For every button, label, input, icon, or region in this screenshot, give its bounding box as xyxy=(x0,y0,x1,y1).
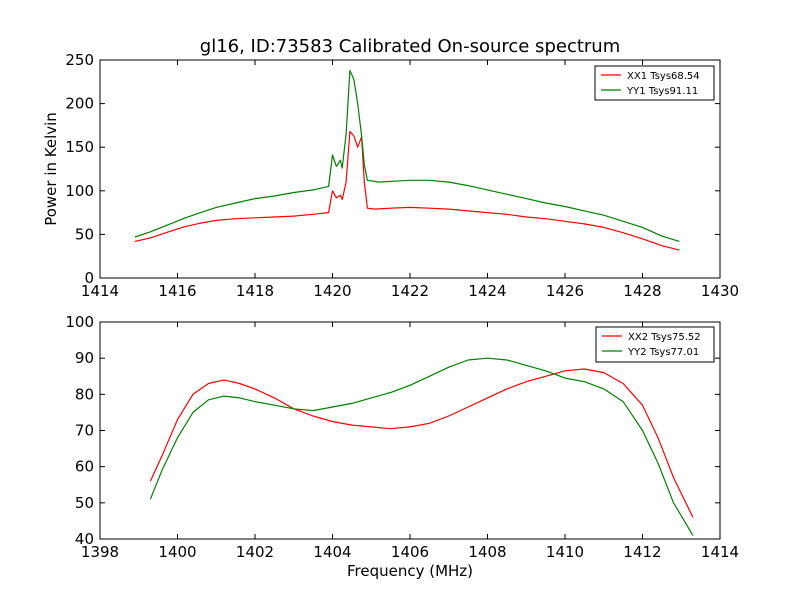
x-tick-label: 1408 xyxy=(468,543,506,561)
y-tick-label: 90 xyxy=(75,349,94,367)
x-tick-label: 1412 xyxy=(623,543,661,561)
y-tick-label: 0 xyxy=(84,269,94,287)
x-tick-label: 1422 xyxy=(391,282,429,300)
legend-label: XX1 Tsys68.54 xyxy=(627,71,700,82)
legend-label: YY1 Tsys91.11 xyxy=(626,86,698,97)
plot-area: 1414 1416 1418 1420 1422 1424 1426 1428 14300501… xyxy=(65,51,739,561)
y-tick-label: 40 xyxy=(75,530,94,548)
y-tick-label: 50 xyxy=(75,225,94,243)
legend: XX2 Tsys75.52 YY2 Tsys77.01 xyxy=(595,326,715,363)
x-tick-label: 1420 xyxy=(313,282,351,300)
x-tick-label: 1428 xyxy=(623,282,661,300)
y-tick-label: 250 xyxy=(65,51,94,69)
series-line-1 xyxy=(134,130,680,251)
legend-box xyxy=(595,326,715,363)
y-tick-label: 100 xyxy=(65,182,94,200)
legend-label: XX2 Tsys75.52 xyxy=(628,332,701,343)
series-line-1 xyxy=(149,368,694,518)
y-tick-label: 150 xyxy=(65,138,94,156)
x-tick-label: 1398 xyxy=(81,543,119,561)
x-tick-label: 1410 xyxy=(546,543,584,561)
series-line-2 xyxy=(149,357,694,536)
y-tick-label: 200 xyxy=(65,95,94,113)
series-line-2 xyxy=(134,69,680,242)
x-tick-label: 1414 xyxy=(701,543,739,561)
x-tick-label: 1424 xyxy=(468,282,506,300)
x-tick-label: 1414 xyxy=(81,282,119,300)
figure-title: gl16, ID:73583 Calibrated On-source spec… xyxy=(200,36,620,57)
y-tick-label: 70 xyxy=(75,422,94,440)
legend: XX1 Tsys68.54 YY1 Tsys91.11 xyxy=(594,65,715,101)
x-tick-label: 1406 xyxy=(391,543,429,561)
x-tick-label: 1426 xyxy=(546,282,584,300)
x-axis-label: Frequency (MHz) xyxy=(347,562,473,580)
x-tick-label: 1400 xyxy=(158,543,196,561)
y-tick-label: 100 xyxy=(65,313,94,331)
x-tick-label: 1402 xyxy=(236,543,274,561)
subplot-2: 1398 1400 1402 1404 1406 1408 1410 1412 1414 40 50… xyxy=(65,313,739,561)
y-tick-label: 50 xyxy=(75,494,94,512)
legend-box xyxy=(594,65,715,101)
x-tick-label: 1418 xyxy=(236,282,274,300)
y-axis-label: Power in Kelvin xyxy=(42,112,60,226)
legend-label: YY2 Tsys77.01 xyxy=(627,347,699,358)
y-tick-label: 80 xyxy=(75,385,94,403)
subplot-1: 1414 1416 1418 1420 1422 1424 1426 1428 1430 0 50 1… xyxy=(65,51,739,300)
x-tick-label: 1430 xyxy=(701,282,739,300)
x-tick-label: 1416 xyxy=(158,282,196,300)
y-tick-label: 60 xyxy=(75,458,94,476)
x-tick-label: 1404 xyxy=(313,543,351,561)
